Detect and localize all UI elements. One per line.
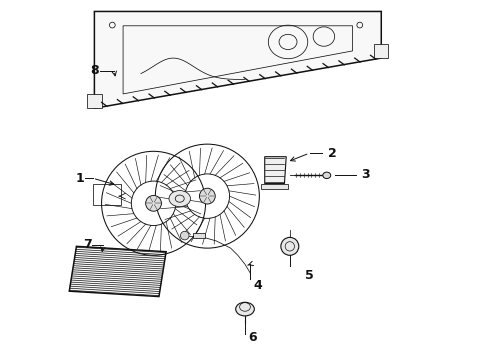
Text: 2: 2 — [328, 147, 337, 159]
Text: 1: 1 — [75, 172, 84, 185]
Text: 5: 5 — [305, 269, 314, 282]
Polygon shape — [95, 12, 381, 108]
Polygon shape — [265, 157, 286, 184]
Polygon shape — [193, 233, 205, 238]
Ellipse shape — [169, 190, 191, 207]
Circle shape — [146, 195, 161, 211]
Polygon shape — [261, 184, 288, 189]
Polygon shape — [374, 44, 389, 58]
Circle shape — [180, 231, 189, 240]
Text: 7: 7 — [83, 238, 92, 251]
Circle shape — [199, 188, 215, 204]
Polygon shape — [87, 94, 101, 108]
Text: 4: 4 — [253, 279, 262, 292]
Text: 8: 8 — [90, 64, 98, 77]
Ellipse shape — [236, 302, 254, 316]
Polygon shape — [69, 246, 166, 297]
Circle shape — [281, 237, 299, 255]
Text: 3: 3 — [361, 168, 369, 181]
Ellipse shape — [323, 172, 331, 179]
Text: 6: 6 — [248, 331, 256, 344]
